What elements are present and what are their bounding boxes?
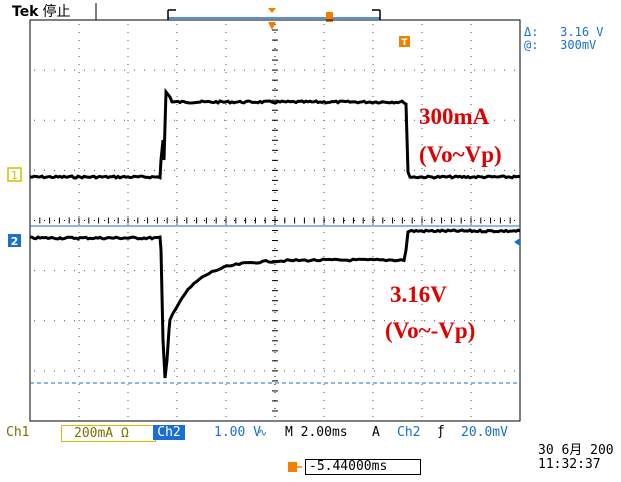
ch2-label[interactable]: Ch2: [153, 425, 185, 440]
ch2-voltage-annotation: 3.16V: [390, 282, 447, 307]
trigger-level-marker: T: [399, 36, 410, 48]
trigger-point-indicator: [326, 12, 333, 22]
trigger-mode: A: [372, 425, 380, 440]
ch2-scale[interactable]: 1.00 V: [214, 425, 261, 440]
ch2-sense-annotation: (Vo~-Vp): [385, 318, 476, 343]
brand-label: Tek 停止: [12, 1, 71, 21]
cursor-readout: Δ: 3.16 V @: 300mV: [524, 26, 604, 52]
trigger-position-box[interactable]: -5.44000ms: [305, 459, 421, 475]
ch2-waveform: [29, 228, 521, 379]
at-value: 300mV: [560, 38, 597, 52]
bandwidth-limit-icon: ∿: [258, 426, 268, 439]
acquisition-state: 停止: [42, 4, 71, 20]
ch1-scale-box[interactable]: 200mA Ω: [61, 425, 156, 442]
svg-text:2: 2: [11, 235, 19, 248]
record-length-bar: [95, 3, 381, 22]
trigger-time-marker: [268, 22, 276, 30]
trigger-position-indicator: [268, 8, 276, 13]
trigger-offset-icon: [288, 462, 302, 472]
delta-value: 3.16 V: [560, 25, 604, 39]
time-text: 11:32:37: [538, 457, 601, 472]
trigger-level[interactable]: 20.0mV: [461, 425, 508, 440]
ch1-label[interactable]: Ch1: [6, 425, 30, 440]
datetime: 30 6月 200 11:32:37: [538, 444, 614, 472]
ch1-current-annotation: 300mA: [419, 104, 490, 129]
delta-label: Δ:: [524, 25, 539, 39]
ch1-scale: 200mA Ω: [74, 426, 129, 441]
timebase[interactable]: M 2.00ms: [285, 425, 348, 440]
trigger-source[interactable]: Ch2: [397, 425, 421, 440]
ch2-reference-marker[interactable]: 2: [8, 234, 21, 248]
ch1-sense-annotation: (Vo~Vp): [419, 142, 502, 167]
svg-text:T: T: [401, 38, 408, 48]
svg-text:1: 1: [11, 169, 18, 182]
date-text: 30 6月 200: [538, 443, 614, 458]
brand-name: Tek: [12, 4, 39, 20]
trigger-slope-icon: ƒ: [437, 424, 445, 439]
trigger-level-arrow: [514, 238, 520, 246]
graticule-grid: [29, 19, 515, 422]
ch1-reference-marker[interactable]: 1: [7, 167, 22, 182]
at-label: @:: [524, 38, 539, 52]
ch1-waveform: [29, 87, 521, 180]
